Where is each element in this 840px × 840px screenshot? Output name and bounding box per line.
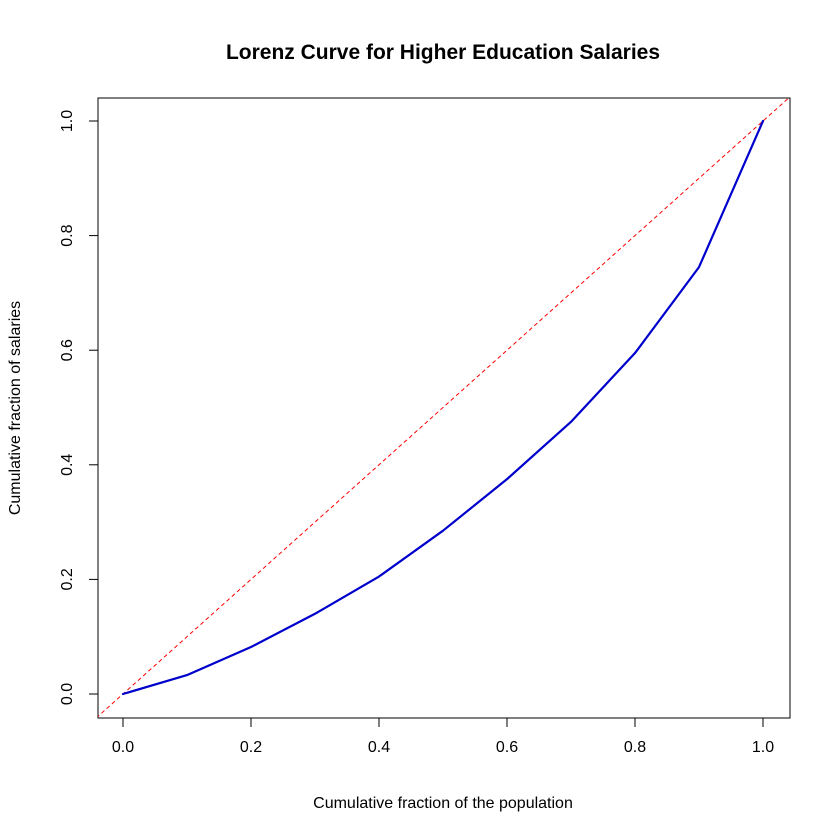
x-tick-label: 0.0 bbox=[112, 739, 134, 756]
x-tick-label: 0.6 bbox=[496, 739, 518, 756]
x-tick-label: 0.4 bbox=[368, 739, 390, 756]
x-axis-label: Cumulative fraction of the population bbox=[313, 795, 573, 812]
x-tick-label: 1.0 bbox=[752, 739, 774, 756]
y-tick-label: 0.8 bbox=[59, 224, 76, 246]
y-tick-label: 0.6 bbox=[59, 339, 76, 361]
x-axis: 0.0 0.2 0.4 0.6 0.8 1.0 bbox=[112, 717, 774, 756]
y-tick-label: 0.4 bbox=[59, 454, 76, 476]
equality-line bbox=[98, 98, 790, 718]
x-tick-label: 0.8 bbox=[624, 739, 646, 756]
chart-title: Lorenz Curve for Higher Education Salari… bbox=[226, 41, 660, 64]
x-tick-label: 0.2 bbox=[240, 739, 262, 756]
lorenz-curve-line bbox=[121, 119, 765, 696]
y-tick-label: 0.2 bbox=[59, 568, 76, 590]
y-axis-label: Cumulative fraction of salaries bbox=[7, 301, 24, 515]
y-tick-label: 1.0 bbox=[59, 110, 76, 132]
y-tick-label: 0.0 bbox=[59, 683, 76, 705]
plot-frame bbox=[97, 97, 791, 719]
y-axis: 0.0 0.2 0.4 0.6 0.8 1.0 bbox=[59, 110, 99, 705]
